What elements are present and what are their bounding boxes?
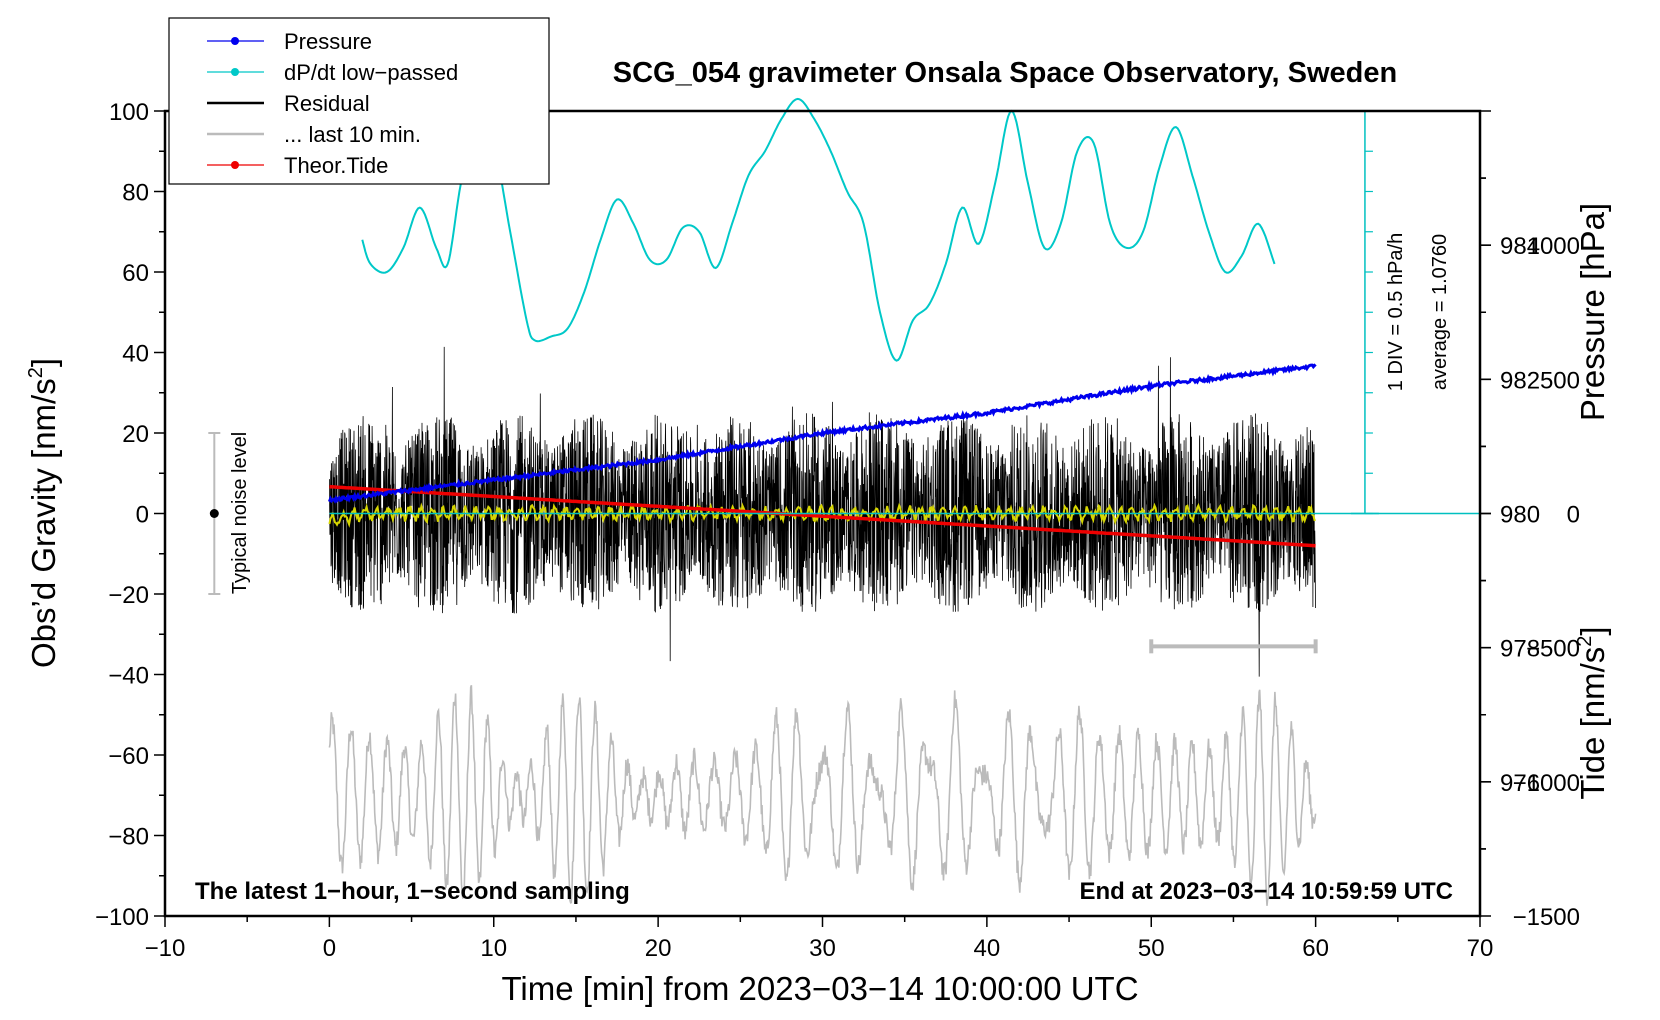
y-tick-label: −100 <box>95 904 149 931</box>
noise-level-label: Typical noise level <box>229 432 251 594</box>
noise-level-indicator <box>208 432 221 595</box>
legend-label: Residual <box>284 91 370 116</box>
pressure-tick-label: 976 <box>1500 770 1540 797</box>
x-tick-label: 50 <box>1138 935 1165 962</box>
pressure-tick-label: 982 <box>1500 367 1540 394</box>
pressure-axis-ticks: 984 982 980 978 976 <box>1480 110 1540 850</box>
annotation-bottom-right: End at 2023−03−14 10:59:59 UTC <box>1079 878 1453 905</box>
tide-tick-label: −500 <box>1526 636 1580 663</box>
y-axis-ticks: 100 80 60 40 20 0 −20 −40 −60 −80 −100 <box>95 99 165 931</box>
noise-center-dot <box>209 509 219 518</box>
legend-marker <box>231 37 239 45</box>
x-tick-label: 60 <box>1302 935 1329 962</box>
y-axis-title-tide: Tide [nm/s2] <box>1574 626 1611 799</box>
pressure-series <box>327 363 1317 504</box>
y-tick-label: 20 <box>122 421 149 448</box>
pressure-tick-label: 980 <box>1500 502 1540 529</box>
x-tick-label: 0 <box>323 935 336 962</box>
pressure-tick-label: 984 <box>1500 233 1540 260</box>
legend-marker <box>231 68 239 76</box>
pressure-average-label: average = 1.0760 <box>1429 234 1451 390</box>
x-tick-label: 20 <box>645 935 672 962</box>
y-tick-label: 100 <box>109 99 149 126</box>
x-tick-label: 40 <box>974 935 1001 962</box>
last-10-min-series <box>328 685 1317 906</box>
legend-label: dP/dt low−passed <box>284 60 458 85</box>
y-tick-label: −80 <box>108 824 149 851</box>
tide-axis-ticks: 1000 500 0 −500 −1000 −1500 <box>1480 177 1580 931</box>
y-tick-label: −60 <box>108 743 149 770</box>
x-axis-title: Time [min] from 2023−03−14 10:00:00 UTC <box>501 970 1138 1007</box>
legend-marker <box>231 161 239 169</box>
legend-label: ... last 10 min. <box>284 122 421 147</box>
tide-tick-label: 500 <box>1540 367 1580 394</box>
tide-tick-label: −1000 <box>1513 770 1580 797</box>
legend-label: Theor.Tide <box>284 153 388 178</box>
y-axis-title-pressure: Pressure [hPa] <box>1574 203 1611 421</box>
x-tick-label: 30 <box>809 935 836 962</box>
y-tick-label: 40 <box>122 341 149 368</box>
legend-box <box>168 17 550 185</box>
residual-lowpassed-line <box>328 502 1316 528</box>
annotation-bottom-left: The latest 1−hour, 1−second sampling <box>195 878 630 905</box>
chart-title: SCG_054 gravimeter Onsala Space Observat… <box>613 57 1397 89</box>
y-axis-title-left: Obs’d Gravity [nm/s2] <box>25 358 62 668</box>
x-tick-label: 10 <box>480 935 507 962</box>
theor-tide-line <box>329 484 1316 548</box>
tide-tick-label: −1500 <box>1513 904 1580 931</box>
tide-tick-label: 1000 <box>1527 233 1580 260</box>
y-tick-label: 0 <box>136 502 149 529</box>
last-10-min-bar <box>1149 639 1318 654</box>
legend: Pressure dP/dt low−passed Residual ... last… <box>168 17 550 185</box>
x-axis-ticks: −10 0 10 20 30 40 50 60 70 <box>145 916 1494 962</box>
y-tick-label: 80 <box>122 180 149 207</box>
last-10-min-line <box>328 685 1317 906</box>
y-tick-label: −20 <box>108 582 149 609</box>
x-tick-label: −10 <box>145 935 186 962</box>
tide-tick-label: 0 <box>1567 502 1580 529</box>
theor-tide-series <box>329 484 1316 548</box>
pressure-line <box>327 363 1317 504</box>
x-tick-label: 70 <box>1467 935 1494 962</box>
pressure-div-label: 1 DIV = 0.5 hPa/h <box>1385 233 1407 391</box>
pressure-tick-label: 978 <box>1500 636 1540 663</box>
legend-label: Pressure <box>284 29 372 54</box>
residual-lowpassed-series <box>328 502 1316 528</box>
pressure-rate-scale <box>1350 110 1379 515</box>
y-tick-label: −40 <box>108 663 149 690</box>
y-tick-label: 60 <box>122 260 149 287</box>
